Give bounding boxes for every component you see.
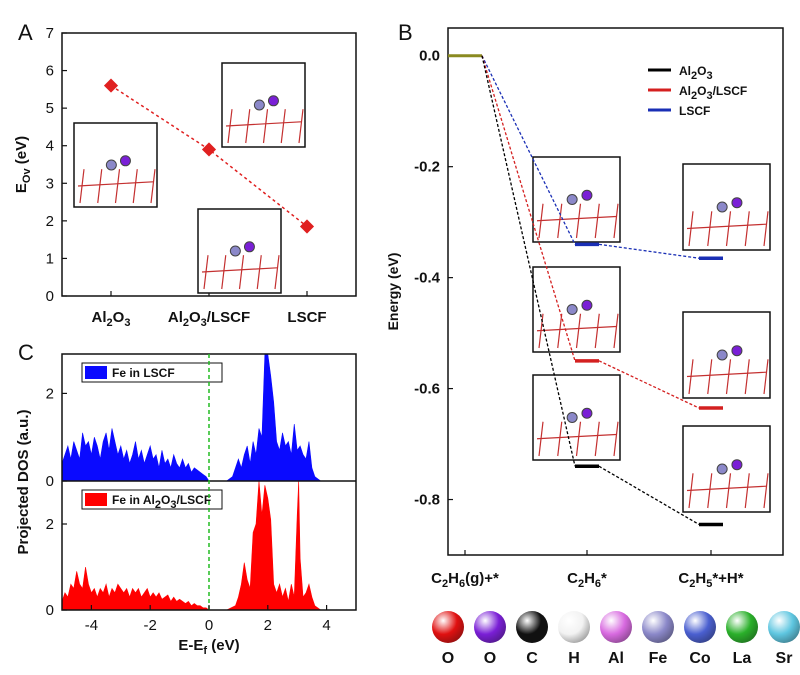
y-tick-label-b: -0.2	[414, 159, 440, 176]
atom-label-o-0: O	[441, 650, 455, 667]
marker-a-0	[103, 78, 119, 93]
x-tick-label-b: C2H6(g)+*	[431, 570, 499, 590]
legend-box-c-1	[81, 489, 223, 510]
y-tick-label-b: -0.6	[414, 381, 440, 398]
structure-image-al2o3-c2h6-lattice	[536, 407, 619, 457]
atom-ball-c-2	[516, 611, 548, 643]
y-tick-label-a: 0	[46, 288, 54, 305]
atom-ball-o-1	[474, 611, 506, 643]
y-tick-label-a: 1	[46, 250, 54, 267]
x-tick-label-c: 0	[205, 617, 213, 634]
structure-image-lscf-c2h5-lattice	[686, 197, 769, 247]
chart-a-energy-vacancy: 0 1 2 3 4 5 6 7 Al2O3 Al2O3/LSCF LSCF EOv (eV)	[13, 25, 357, 329]
x-tick-label-c: -2	[144, 617, 157, 634]
atom-label-fe-5: Fe	[648, 650, 668, 667]
panel-label-a: A	[18, 20, 33, 45]
atom-ball-o-0	[432, 611, 464, 643]
connector-al2o3-lscf-1	[481, 55, 576, 362]
legend-swatch-c-0	[85, 366, 107, 379]
x-tick-label-c: 4	[322, 617, 330, 634]
dos-area-1	[61, 480, 356, 611]
y-axis-label-c: Projected DOS (a.u.)	[15, 409, 32, 554]
atom-label-c-2: C	[526, 650, 538, 667]
legend-label-c-1: Fe in Al2O3/LSCF	[112, 493, 211, 511]
connector-al2o3-2	[598, 465, 700, 526]
atom-ball-al-4	[600, 611, 632, 643]
chart-b-reaction-energy: 0.0 -0.2 -0.4 -0.6 -0.8 C2H6(g)+* C2H6* C2H5*+H…	[385, 27, 784, 590]
panel-label-c: C	[18, 340, 34, 365]
legend-label-b-1: Al2O3/LSCF	[679, 84, 747, 102]
structure-image-al2o3lscf-c2h5-lattice	[686, 345, 769, 395]
structure-image-al2o3-lattice	[77, 155, 156, 204]
connector-lscf-1	[481, 55, 576, 245]
atom-label-o-1: O	[483, 650, 497, 667]
connector-al2o3-lscf-2	[598, 360, 700, 409]
atom-label-la-7: La	[732, 650, 752, 667]
structure-image-al2o3-c2h5-lattice	[686, 459, 769, 509]
y-tick-label-a: 3	[46, 175, 54, 192]
legend-label-b-2: LSCF	[679, 104, 710, 118]
x-tick-label-c: -4	[85, 617, 98, 634]
marker-a-2	[299, 219, 315, 234]
atom-ball-la-7	[726, 611, 758, 643]
structure-image-lscf-c2h6-lattice	[536, 189, 619, 239]
atom-label-al-4: Al	[608, 650, 624, 667]
y-tick-label-c: 0	[46, 602, 54, 619]
y-tick-label-b: -0.4	[414, 270, 441, 287]
atom-label-sr-8: Sr	[775, 650, 793, 667]
marker-a-1	[201, 142, 217, 157]
atom-ball-fe-5	[642, 611, 674, 643]
legend-swatch-c-1	[85, 493, 107, 506]
structure-image-lscf-lattice	[225, 95, 304, 144]
y-tick-label-a: 6	[46, 63, 54, 80]
dos-area-0	[61, 353, 356, 482]
x-tick-label-a: Al2O3	[92, 309, 131, 329]
x-tick-label-a: LSCF	[287, 309, 326, 326]
y-tick-label-b: 0.0	[419, 48, 440, 65]
atom-ball-h-3	[558, 611, 590, 643]
structure-image-al2o3-lscf-lattice	[201, 241, 280, 290]
legend-box-c-0	[81, 362, 223, 383]
atom-ball-sr-8	[768, 611, 800, 643]
legend-label-b-0: Al2O3	[679, 64, 713, 82]
y-tick-label-a: 4	[46, 138, 54, 155]
y-tick-label-a: 2	[46, 213, 54, 230]
x-axis-label-c: E-Ef (eV)	[178, 637, 239, 657]
connector-lscf-2	[598, 243, 700, 259]
y-tick-label-b: -0.8	[414, 492, 440, 509]
y-tick-label-a: 7	[46, 25, 54, 42]
chart-c-projected-dos: 0 2 Fe in LSCF 0 2 Fe in Al2O3/LSCF -4 -2 0 2 4 E-E…	[15, 353, 357, 657]
y-tick-label-c: 0	[46, 473, 54, 490]
panel-label-b: B	[398, 20, 413, 45]
legend-label-c-0: Fe in LSCF	[112, 366, 175, 380]
atom-label-co-6: Co	[689, 650, 711, 667]
x-tick-label-b: C2H5*+H*	[678, 570, 743, 590]
x-tick-label-b: C2H6*	[567, 570, 607, 590]
y-tick-label-c: 2	[46, 385, 54, 402]
atom-label-h-3: H	[568, 650, 580, 667]
x-tick-label-c: 2	[264, 617, 272, 634]
x-tick-label-a: Al2O3/LSCF	[168, 309, 250, 329]
connector-al2o3-1	[481, 55, 576, 467]
y-axis-label-b: Energy (eV)	[385, 253, 401, 331]
y-tick-label-c: 2	[46, 516, 54, 533]
y-tick-label-a: 5	[46, 100, 54, 117]
y-axis-label-a: EOv (eV)	[13, 136, 33, 193]
plot-frame-b	[447, 27, 784, 556]
atom-ball-co-6	[684, 611, 716, 643]
